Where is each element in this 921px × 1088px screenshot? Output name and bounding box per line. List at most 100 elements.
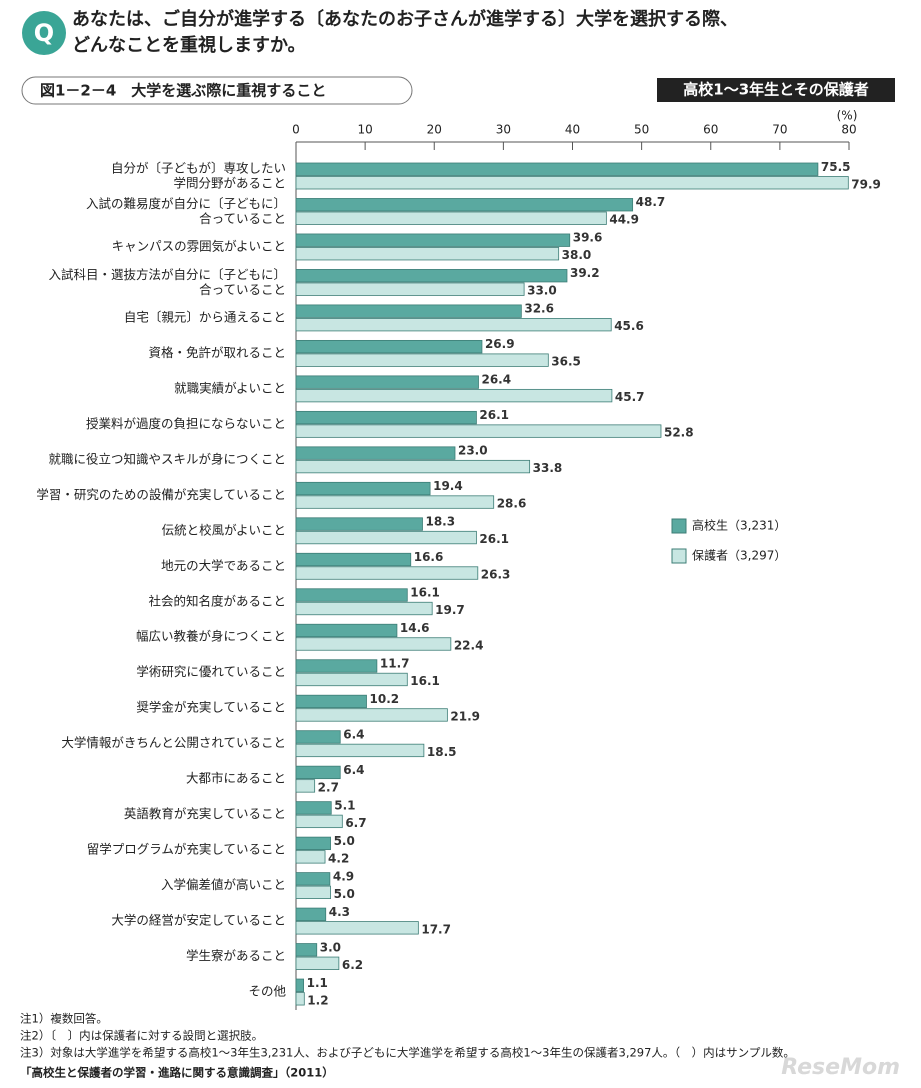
bar [295,730,341,744]
y-tick-label: 奨学金が充実していること [136,700,286,715]
value-label: 33.8 [533,461,563,475]
value-label: 6.4 [343,727,364,741]
bar [295,885,331,899]
value-label: 48.7 [636,195,666,209]
unit-label: (%) [837,109,858,123]
x-tick-label: 10 [357,123,372,137]
bar [295,943,318,957]
legend-swatch [671,518,687,534]
value-label: 18.3 [425,515,455,529]
value-label: 28.6 [497,497,527,511]
value-label: 5.0 [334,887,355,901]
y-tick-label: 就職実績がよいこと [174,380,286,395]
value-label: 2.7 [318,780,339,794]
bar [295,850,326,864]
q-badge [22,11,66,55]
y-tick-label: 入試科目・選抜方法が自分に〔子どもに〕合っていること [48,266,286,296]
value-label: 17.7 [421,922,451,936]
bar [295,233,571,247]
y-tick-label: 学生寮があること [186,948,286,963]
bar [295,637,452,651]
note: 注3）対象は大学進学を希望する高校1～3年生3,231人、および子どもに大学進学… [20,1046,795,1060]
y-tick-label: その他 [248,984,286,999]
y-tick-label: 就職に役立つ知識やスキルが身につくこと [48,451,286,466]
bar [295,779,316,793]
bar [295,836,331,851]
y-tick-label: 伝統と校風がよいこと [162,522,286,537]
value-label: 4.9 [333,869,354,883]
bar [295,353,549,367]
value-label: 16.1 [410,674,440,688]
y-tick-label: 資格・免許が取れること [148,345,286,360]
legend-swatch [671,548,687,564]
bar [295,410,477,425]
bar [295,978,305,992]
value-label: 5.1 [334,798,355,812]
value-label: 19.4 [433,479,463,493]
bar [295,318,612,332]
bar [295,907,327,921]
bar [295,601,433,616]
value-label: 79.9 [851,177,881,191]
x-tick-label: 60 [703,123,718,137]
value-label: 1.1 [307,976,328,990]
y-tick-label: 授業料が過度の負担にならないこと [86,416,286,431]
y-tick-label: 大学情報がきちんと公開されていること [61,735,286,750]
value-label: 22.4 [454,638,484,652]
bar [295,481,431,496]
title-line: どんなことを重視しますか。 [72,34,306,56]
bar [295,566,479,580]
bar [295,872,331,886]
value-label: 21.9 [450,709,480,723]
bar [295,814,343,829]
value-label: 16.1 [410,586,440,600]
bar [295,211,607,225]
x-tick-label: 80 [841,123,856,137]
bar [295,446,456,460]
bar [295,339,483,354]
value-label: 4.3 [329,905,350,919]
note: 注1）複数回答。 [20,1012,108,1026]
value-label: 26.4 [481,373,511,387]
watermark: ReseMom [781,1055,900,1080]
bar [295,162,819,176]
bar [295,282,525,296]
value-label: 26.3 [481,568,511,582]
value-label: 4.2 [328,851,349,865]
value-label: 39.2 [570,266,600,280]
bar [295,530,477,545]
value-label: 36.5 [551,355,581,369]
y-tick-label: キャンパスの雰囲気がよいこと [112,238,286,253]
figure-label: 図1－2－4 大学を選ぶ際に重視すること [40,82,326,100]
value-label: 45.6 [614,319,644,333]
bar [295,517,423,531]
y-tick-label: 幅広い教養が身につくこと [136,629,286,644]
y-tick-label: 大学の経営が安定していること [111,913,286,928]
x-tick-label: 0 [292,123,300,137]
bar [295,269,568,283]
bar [295,198,634,212]
value-label: 14.6 [400,621,430,635]
bar [295,801,332,815]
title-line: あなたは、ご自分が進学する〔あなたのお子さんが進学する〕大学を選択する際、 [72,8,738,30]
bar [295,459,531,474]
x-tick-label: 30 [496,123,511,137]
value-label: 33.0 [527,284,557,298]
value-label: 26.1 [479,532,509,546]
bar [295,623,398,638]
y-tick-label: 大都市にあること [186,771,286,786]
bar [295,552,412,567]
value-label: 19.7 [435,603,465,617]
target-box [657,78,895,102]
value-label: 6.2 [342,958,363,972]
value-label: 10.2 [370,692,400,706]
target-label: 高校1～3年生とその保護者 [683,81,868,99]
y-tick-label: 学習・研究のための設備が充実していること [36,487,286,502]
bar [295,588,408,602]
value-label: 26.9 [485,337,515,351]
value-label: 39.6 [573,231,603,245]
y-tick-label: 入試の難易度が自分に〔子どもに〕合っていること [86,195,286,225]
value-label: 26.1 [479,408,509,422]
bar [295,495,495,509]
x-tick-label: 50 [634,123,649,137]
